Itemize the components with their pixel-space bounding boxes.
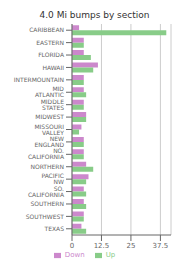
svg-text:25: 25: [126, 242, 135, 250]
svg-text:HAWAII: HAWAII: [42, 64, 64, 71]
svg-text:MIDWEST: MIDWEST: [35, 113, 64, 120]
svg-text:FLORIDA: FLORIDA: [38, 51, 65, 58]
html-text:Down: Down: [64, 251, 85, 259]
svg-text:INTERMOUNTAIN: INTERMOUNTAIN: [14, 76, 64, 83]
svg-text:MISSOURIVALLEY: MISSOURIVALLEY: [34, 123, 64, 136]
svg-text:SO.CALIFORNIA: SO.CALIFORNIA: [28, 185, 65, 198]
svg-text:MIDATLANTIC: MIDATLANTIC: [35, 85, 64, 98]
svg-text:EASTERN: EASTERN: [36, 39, 64, 46]
svg-text:TEXAS: TEXAS: [44, 225, 65, 232]
svg-text:SOUTHWEST: SOUTHWEST: [26, 213, 65, 220]
svg-text:NORTHERN: NORTHERN: [30, 163, 64, 170]
svg-text:SOUTHERN: SOUTHERN: [30, 200, 64, 207]
svg-text:12.5: 12.5: [94, 242, 110, 250]
svg-text:CARIBBEAN: CARIBBEAN: [29, 26, 64, 33]
svg-text:37.5: 37.5: [153, 242, 169, 250]
svg-text:PACIFICNW: PACIFICNW: [41, 172, 64, 185]
svg-text:NO.CALIFORNIA: NO.CALIFORNIA: [28, 147, 65, 160]
html-text:4.0 Mi bumps by section: 4.0 Mi bumps by section: [39, 10, 150, 20]
svg-text:0: 0: [70, 242, 74, 250]
svg-text:NEWENGLAND: NEWENGLAND: [34, 135, 64, 148]
html-text:Up: Up: [105, 251, 116, 259]
svg-text:MIDDLESTATES: MIDDLESTATES: [41, 98, 65, 111]
